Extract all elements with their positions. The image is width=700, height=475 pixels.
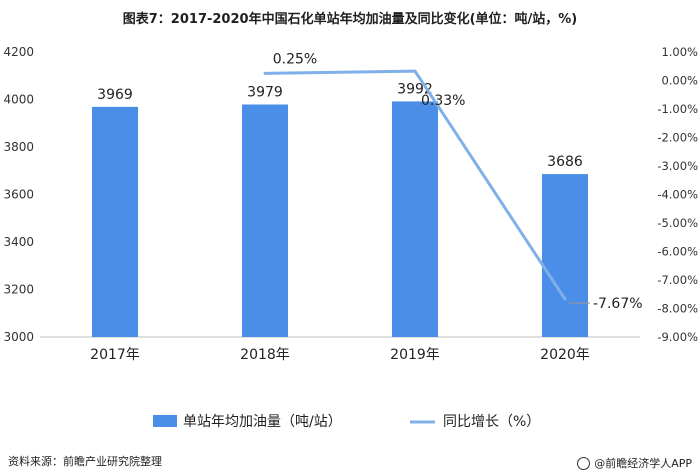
right-tick-label: -3.00% — [657, 159, 698, 173]
bar-data-label: 3686 — [547, 154, 583, 170]
chart-title: 图表7：2017-2020年中国石化单站年均加油量及同比变化(单位：吨/站，%) — [122, 12, 578, 27]
line-series: 0.25% 0.33% -7.67% — [263, 51, 643, 312]
x-axis: 2017年 2018年 2019年 2020年 — [90, 347, 590, 363]
right-tick-label: -7.00% — [657, 273, 698, 287]
right-tick-label: -9.00% — [657, 330, 698, 344]
right-tick-label: -6.00% — [657, 245, 698, 259]
legend-bar-label: 单站年均加油量（吨/站） — [183, 414, 342, 430]
right-tick-label: -2.00% — [657, 131, 698, 145]
bar-data-label: 3979 — [247, 84, 283, 100]
growth-data-label: 0.25% — [273, 51, 317, 67]
growth-point — [413, 69, 417, 73]
bar — [392, 101, 438, 338]
growth-data-label: -7.67% — [593, 296, 643, 312]
left-tick-label: 3800 — [3, 140, 34, 154]
legend: 单站年均加油量（吨/站） 同比增长（%） — [153, 414, 540, 430]
left-tick-label: 4000 — [3, 93, 34, 107]
right-tick-label: -4.00% — [657, 188, 698, 202]
bar — [542, 174, 588, 337]
left-tick-label: 4200 — [3, 45, 34, 59]
left-tick-label: 3000 — [3, 330, 34, 344]
right-tick-label: -5.00% — [657, 216, 698, 230]
growth-point — [563, 297, 567, 301]
brand-text: @前瞻经济学人APP — [594, 457, 692, 470]
x-tick-label: 2017年 — [90, 347, 140, 363]
right-tick-label: -1.00% — [657, 102, 698, 116]
left-y-axis: 3000 3200 3400 3600 3800 4000 4200 — [3, 45, 34, 344]
right-tick-label: 1.00% — [661, 45, 698, 59]
brand-credit: @前瞻经济学人APP — [577, 455, 692, 471]
bar — [92, 106, 138, 337]
legend-line-label: 同比增长（%） — [443, 414, 540, 430]
growth-point — [263, 71, 267, 75]
x-tick-label: 2018年 — [240, 347, 290, 363]
right-tick-label: 0.00% — [661, 74, 698, 88]
bar — [242, 104, 288, 337]
brand-logo-icon — [577, 456, 591, 470]
growth-data-label: 0.33% — [421, 93, 465, 109]
left-tick-label: 3200 — [3, 283, 34, 297]
source-note: 资料来源：前瞻产业研究院整理 — [8, 455, 162, 468]
right-y-axis: 1.00% 0.00% -1.00% -2.00% -3.00% -4.00% -5.00%… — [657, 45, 698, 344]
left-tick-label: 3400 — [3, 235, 34, 249]
bar-data-label: 3969 — [97, 87, 133, 103]
x-tick-label: 2019年 — [390, 347, 440, 363]
right-tick-label: -8.00% — [657, 302, 698, 316]
legend-bar-swatch — [153, 415, 177, 427]
x-tick-label: 2020年 — [540, 347, 590, 363]
left-tick-label: 3600 — [3, 188, 34, 202]
